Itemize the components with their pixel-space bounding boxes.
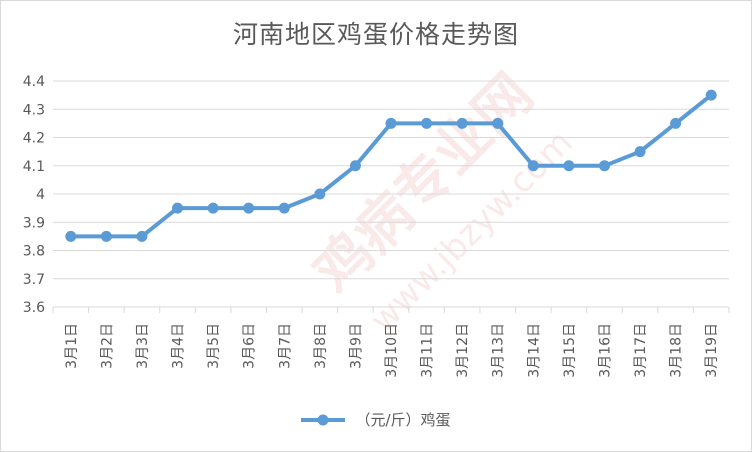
x-tick-label: 3月5日	[206, 323, 222, 369]
x-tick-label: 3月13日	[491, 323, 507, 378]
data-point	[421, 117, 433, 129]
y-tick-label: 4.2	[23, 131, 45, 147]
y-tick-label: 4.1	[23, 159, 45, 175]
x-tick-label: 3月2日	[99, 323, 115, 369]
data-point	[598, 160, 610, 172]
data-point	[65, 230, 77, 242]
data-point	[456, 117, 468, 129]
x-tick-label: 3月11日	[420, 323, 436, 378]
data-point	[385, 117, 397, 129]
x-tick-label: 3月9日	[348, 323, 364, 369]
x-tick-label: 3月7日	[277, 323, 293, 369]
data-point	[100, 230, 112, 242]
data-point	[172, 202, 184, 214]
legend-label: （元/斤）鸡蛋	[355, 411, 451, 429]
y-tick-label: 4.4	[23, 74, 45, 90]
data-point	[314, 188, 326, 200]
x-tick-label: 3月18日	[669, 323, 685, 378]
x-tick-label: 3月1日	[64, 323, 80, 369]
data-point	[705, 89, 717, 101]
data-point	[136, 230, 148, 242]
x-tick-label: 3月16日	[597, 323, 613, 378]
x-tick-label: 3月15日	[562, 323, 578, 378]
data-point	[527, 160, 539, 172]
x-tick-label: 3月17日	[633, 323, 649, 378]
x-tick-label: 3月6日	[242, 323, 258, 369]
data-point	[207, 202, 219, 214]
legend: （元/斤）鸡蛋	[1, 409, 751, 430]
data-point	[349, 160, 361, 172]
x-tick-label: 3月12日	[455, 323, 471, 378]
y-tick-label: 3.9	[23, 215, 45, 231]
data-point	[243, 202, 255, 214]
data-point	[278, 202, 290, 214]
data-point	[492, 117, 504, 129]
x-tick-label: 3月8日	[313, 323, 329, 369]
y-tick-label: 3.8	[23, 244, 45, 260]
y-tick-label: 4.3	[23, 102, 45, 118]
y-tick-label: 3.6	[23, 300, 45, 316]
x-tick-label: 3月14日	[526, 323, 542, 378]
data-point	[670, 117, 682, 129]
x-tick-label: 3月19日	[704, 323, 720, 378]
x-tick-label: 3月10日	[384, 323, 400, 378]
data-point	[634, 146, 646, 158]
data-point	[563, 160, 575, 172]
x-tick-label: 3月3日	[135, 323, 151, 369]
x-tick-label: 3月4日	[171, 323, 187, 369]
chart-title: 河南地区鸡蛋价格走势图	[232, 20, 519, 49]
y-tick-label: 3.7	[23, 272, 45, 288]
y-tick-label: 4	[36, 187, 45, 203]
legend-marker	[317, 414, 329, 425]
legend-swatch	[301, 414, 346, 425]
